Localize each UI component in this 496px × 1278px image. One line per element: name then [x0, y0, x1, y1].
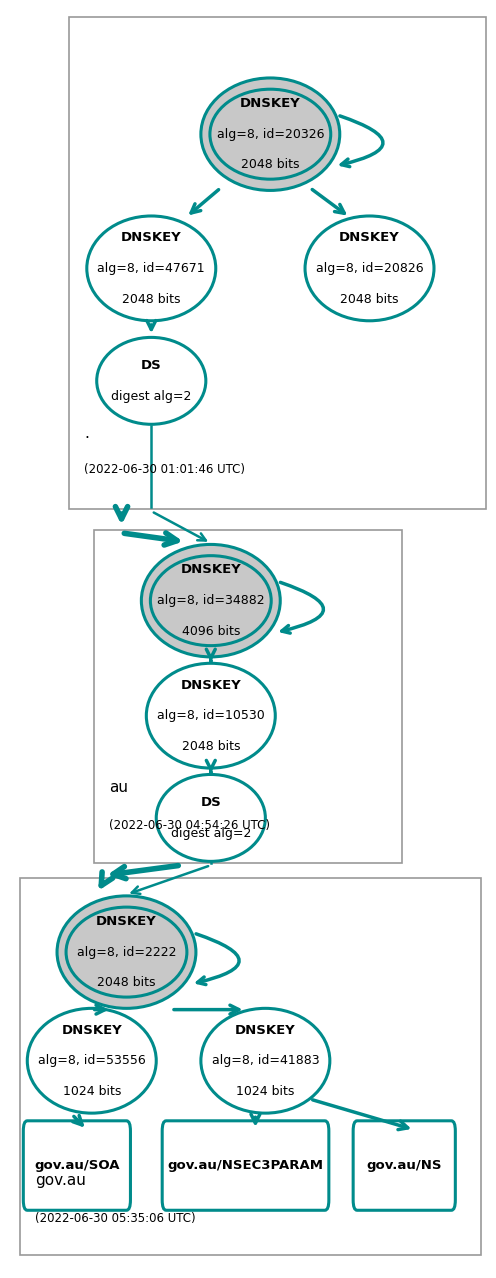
Text: alg=8, id=20826: alg=8, id=20826: [316, 262, 423, 275]
Text: 2048 bits: 2048 bits: [182, 740, 240, 753]
Text: DNSKEY: DNSKEY: [62, 1024, 122, 1036]
Ellipse shape: [87, 216, 216, 321]
Ellipse shape: [201, 78, 340, 190]
FancyBboxPatch shape: [23, 1121, 130, 1210]
Ellipse shape: [305, 216, 434, 321]
Text: alg=8, id=41883: alg=8, id=41883: [212, 1054, 319, 1067]
Text: digest alg=2: digest alg=2: [111, 390, 191, 403]
Text: 2048 bits: 2048 bits: [97, 976, 156, 989]
FancyArrowPatch shape: [196, 934, 239, 984]
Text: gov.au: gov.au: [35, 1173, 86, 1187]
Ellipse shape: [201, 1008, 330, 1113]
Text: gov.au/NSEC3PARAM: gov.au/NSEC3PARAM: [168, 1159, 323, 1172]
Text: DNSKEY: DNSKEY: [181, 679, 241, 691]
Text: alg=8, id=53556: alg=8, id=53556: [38, 1054, 146, 1067]
FancyBboxPatch shape: [353, 1121, 455, 1210]
Text: (2022-06-30 05:35:06 UTC): (2022-06-30 05:35:06 UTC): [35, 1212, 195, 1224]
Text: alg=8, id=20326: alg=8, id=20326: [217, 128, 324, 141]
Text: gov.au/SOA: gov.au/SOA: [34, 1159, 120, 1172]
Text: alg=8, id=34882: alg=8, id=34882: [157, 594, 264, 607]
Ellipse shape: [141, 544, 280, 657]
Text: DNSKEY: DNSKEY: [96, 915, 157, 928]
Bar: [69, 17, 486, 509]
Text: alg=8, id=2222: alg=8, id=2222: [77, 946, 176, 958]
FancyArrowPatch shape: [280, 583, 323, 633]
Text: 4096 bits: 4096 bits: [182, 625, 240, 638]
Ellipse shape: [156, 774, 265, 861]
Text: au: au: [109, 781, 128, 795]
Ellipse shape: [27, 1008, 156, 1113]
Text: alg=8, id=10530: alg=8, id=10530: [157, 709, 265, 722]
Bar: [20, 878, 481, 1255]
Text: gov.au/NS: gov.au/NS: [367, 1159, 442, 1172]
Text: .: .: [84, 427, 89, 441]
Text: 2048 bits: 2048 bits: [241, 158, 300, 171]
FancyBboxPatch shape: [162, 1121, 329, 1210]
Text: alg=8, id=47671: alg=8, id=47671: [98, 262, 205, 275]
Text: DNSKEY: DNSKEY: [121, 231, 182, 244]
Text: 1024 bits: 1024 bits: [236, 1085, 295, 1098]
Text: DS: DS: [200, 796, 221, 809]
Text: (2022-06-30 01:01:46 UTC): (2022-06-30 01:01:46 UTC): [84, 463, 246, 475]
Text: digest alg=2: digest alg=2: [171, 827, 251, 840]
Ellipse shape: [146, 663, 275, 768]
FancyArrowPatch shape: [340, 116, 383, 166]
Text: 2048 bits: 2048 bits: [122, 293, 181, 305]
Bar: [94, 530, 402, 863]
Ellipse shape: [57, 896, 196, 1008]
Text: (2022-06-30 04:54:26 UTC): (2022-06-30 04:54:26 UTC): [109, 819, 270, 832]
Text: DNSKEY: DNSKEY: [240, 97, 301, 110]
Ellipse shape: [97, 337, 206, 424]
Text: DNSKEY: DNSKEY: [181, 564, 241, 576]
Text: DNSKEY: DNSKEY: [339, 231, 400, 244]
Text: DS: DS: [141, 359, 162, 372]
Text: DNSKEY: DNSKEY: [235, 1024, 296, 1036]
Text: 1024 bits: 1024 bits: [62, 1085, 121, 1098]
Text: 2048 bits: 2048 bits: [340, 293, 399, 305]
